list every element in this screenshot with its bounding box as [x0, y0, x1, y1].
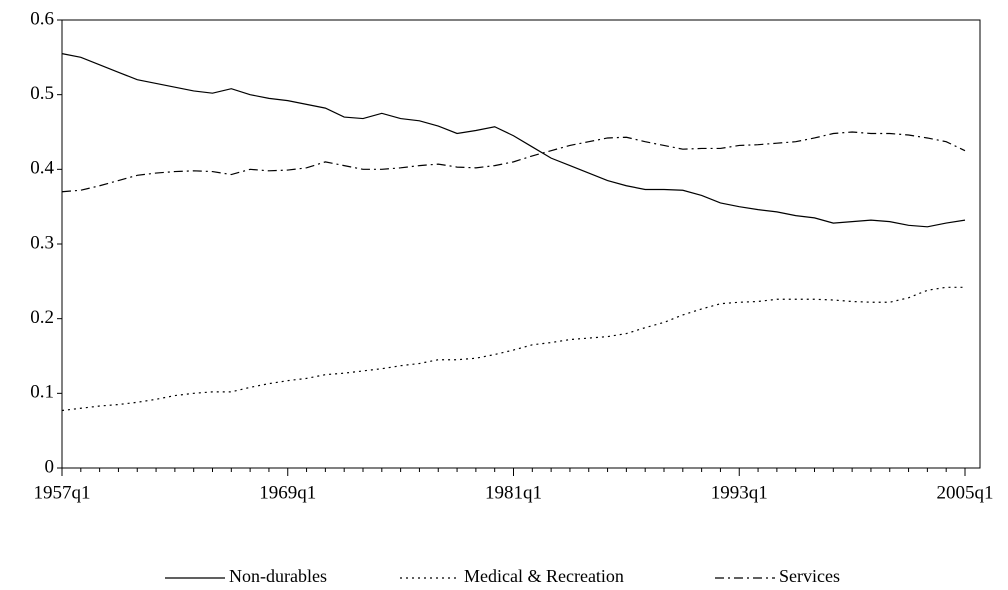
- series-line: [61, 53, 966, 228]
- y-tick-label: 0.2: [30, 307, 54, 328]
- y-tick-label: 0: [45, 456, 55, 477]
- legend-label: Medical & Recreation: [464, 566, 624, 586]
- y-tick-label: 0.1: [30, 382, 54, 403]
- legend-label: Non-durables: [229, 566, 327, 586]
- x-tick-label: 2005q1: [937, 482, 994, 503]
- x-tick-label: 1957q1: [34, 482, 91, 503]
- x-tick-label: 1993q1: [711, 482, 768, 503]
- x-tick-label: 1969q1: [259, 482, 316, 503]
- y-tick-label: 0.6: [30, 8, 54, 29]
- y-tick-label: 0.4: [30, 158, 54, 179]
- legend: Non-durables Medical & Recreation Services: [165, 566, 840, 586]
- plot-frame: [61, 19, 981, 469]
- series-line: [61, 131, 966, 193]
- x-tick-label: 1981q1: [485, 482, 542, 503]
- y-tick-label: 0.5: [30, 83, 54, 104]
- series-line: [61, 286, 965, 412]
- y-tick-label: 0.3: [30, 232, 54, 253]
- legend-label: Services: [779, 566, 840, 586]
